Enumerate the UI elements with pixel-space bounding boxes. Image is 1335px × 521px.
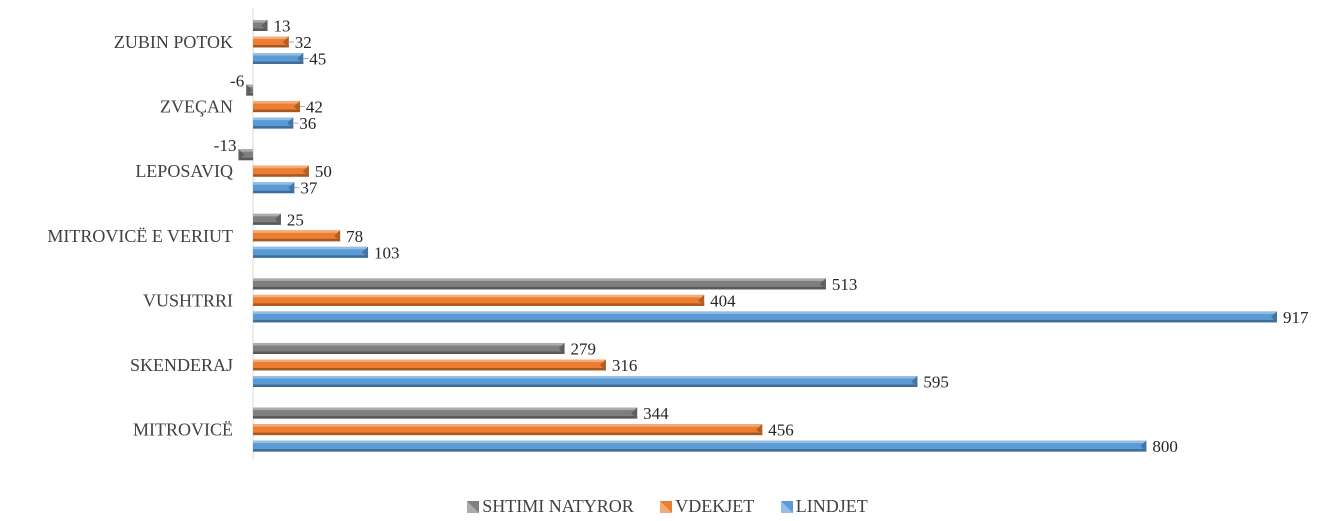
bar-vdekjet-leposaviq — [253, 165, 309, 177]
category-label-zvecan: ZVEÇAN — [160, 97, 233, 117]
value-label-lindjet-leposaviq: 37 — [300, 179, 318, 198]
value-label-shtimi-natyror-mitrovice: 344 — [643, 404, 669, 423]
legend-swatch-shtimi-natyror — [467, 501, 480, 513]
value-label-vdekjet-zvecan: 42 — [306, 98, 323, 117]
bar-vdekjet-mitrovice — [253, 424, 763, 436]
value-label-vdekjet-mitrovice-e-veriut: 78 — [346, 227, 363, 246]
category-label-mitrovice-e-veriut: MITROVICË E VERIUT — [47, 226, 233, 246]
bar-shtimi-natyror-mitrovice-e-veriut — [253, 213, 281, 225]
legend-swatch-vdekjet — [660, 501, 673, 513]
bar-vdekjet-vushtrri — [253, 294, 705, 306]
value-label-shtimi-natyror-leposaviq: -13 — [214, 136, 237, 155]
legend-swatch-lindjet — [780, 501, 793, 513]
value-label-lindjet-zubin-potok: 45 — [309, 50, 326, 69]
legend-item-shtimi-natyror: SHTIMI NATYROR — [467, 496, 634, 517]
bar-shtimi-natyror-zubin-potok — [253, 20, 268, 31]
bar-vdekjet-mitrovice-e-veriut — [253, 230, 341, 242]
bar-shtimi-natyror-mitrovice — [253, 407, 638, 419]
value-label-shtimi-natyror-skenderaj: 279 — [571, 340, 597, 359]
category-label-leposaviq: LEPOSAVIQ — [135, 161, 233, 181]
bar-lindjet-mitrovice-e-veriut — [253, 246, 369, 258]
legend-item-vdekjet: VDEKJET — [660, 496, 754, 517]
category-label-zubin-potok: ZUBIN POTOK — [114, 32, 233, 52]
bar-vdekjet-zvecan — [253, 101, 300, 113]
value-label-shtimi-natyror-zubin-potok: 13 — [274, 17, 291, 36]
category-label-mitrovice: MITROVICË — [133, 420, 233, 440]
category-label-skenderaj: SKENDERAJ — [130, 355, 233, 375]
value-label-shtimi-natyror-mitrovice-e-veriut: 25 — [287, 210, 304, 229]
legend-item-lindjet: LINDJET — [780, 496, 868, 517]
bar-vdekjet-skenderaj — [253, 359, 606, 371]
value-label-lindjet-vushtrri: 917 — [1283, 308, 1309, 327]
legend-label-shtimi-natyror: SHTIMI NATYROR — [482, 496, 634, 516]
value-label-lindjet-zvecan: 36 — [299, 114, 316, 133]
bar-lindjet-zubin-potok — [253, 53, 304, 64]
value-label-vdekjet-skenderaj: 316 — [612, 356, 638, 375]
bar-shtimi-natyror-leposaviq — [238, 149, 253, 161]
bar-vdekjet-zubin-potok — [253, 36, 289, 48]
bar-lindjet-vushtrri — [253, 311, 1277, 323]
value-label-shtimi-natyror-vushtrri: 513 — [832, 275, 858, 294]
legend: SHTIMI NATYROR VDEKJET LINDJET — [0, 496, 1335, 517]
value-label-vdekjet-leposaviq: 50 — [315, 162, 332, 181]
legend-label-vdekjet: VDEKJET — [675, 496, 755, 516]
value-label-vdekjet-zubin-potok: 32 — [295, 33, 312, 52]
bar-lindjet-skenderaj — [253, 376, 918, 387]
bar-lindjet-zvecan — [253, 117, 294, 129]
value-label-lindjet-skenderaj: 595 — [923, 373, 949, 392]
legend-label-lindjet: LINDJET — [795, 496, 868, 516]
bar-shtimi-natyror-skenderaj — [253, 343, 565, 354]
bar-lindjet-leposaviq — [253, 182, 295, 194]
bar-shtimi-natyror-zvecan — [246, 84, 253, 96]
bar-shtimi-natyror-vushtrri — [253, 278, 826, 290]
category-label-vushtrri: VUSHTRRI — [143, 290, 233, 310]
bar-lindjet-mitrovice — [253, 440, 1147, 452]
value-label-lindjet-mitrovice: 800 — [1152, 437, 1178, 456]
value-label-shtimi-natyror-zvecan: -6 — [230, 72, 244, 91]
value-label-vdekjet-vushtrri: 404 — [710, 291, 736, 310]
value-label-vdekjet-mitrovice: 456 — [768, 421, 794, 440]
value-label-lindjet-mitrovice-e-veriut: 103 — [374, 243, 400, 262]
